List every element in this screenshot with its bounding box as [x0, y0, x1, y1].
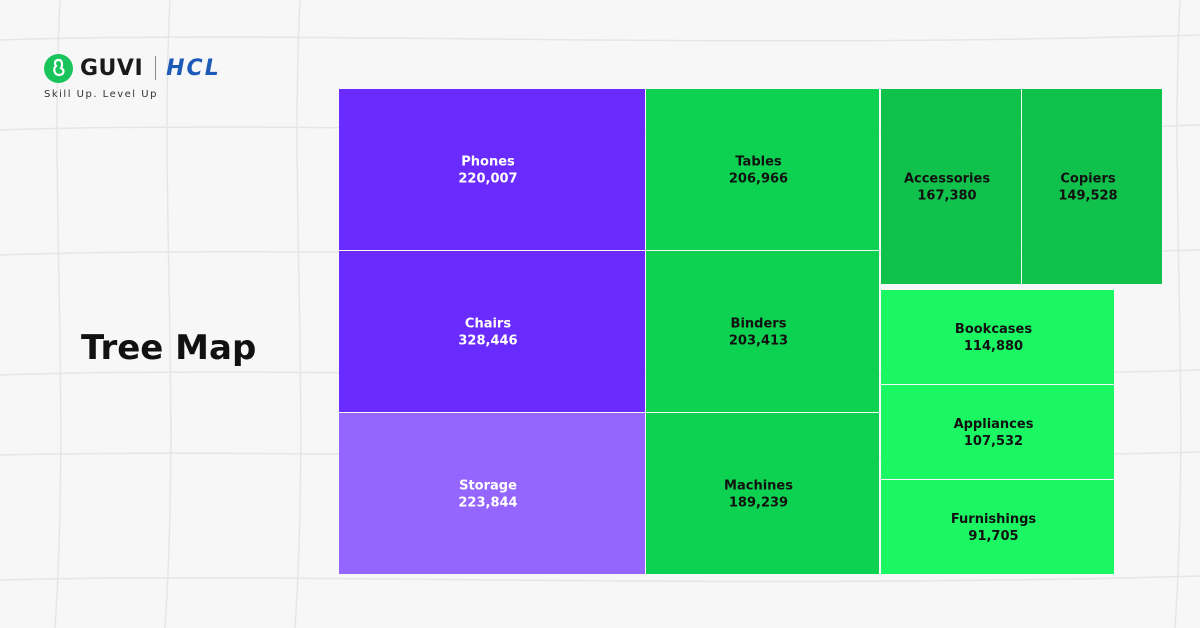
- treemap-label-tables: Tables: [735, 155, 782, 170]
- treemap-cell-copiers: Copiers 149,528: [1022, 89, 1162, 284]
- treemap-label-appliances: Appliances: [954, 417, 1034, 432]
- treemap-label-phones: Phones: [461, 155, 515, 170]
- treemap-cell-furnishings: Furnishings 91,705: [881, 480, 1114, 574]
- treemap-rect-tables: [646, 89, 879, 250]
- treemap-rect-accessories: [881, 89, 1021, 284]
- treemap-value-phones: 220,007: [458, 172, 517, 187]
- treemap-label-binders: Binders: [731, 317, 787, 332]
- treemap-rect-storage: [339, 413, 645, 574]
- treemap-value-furnishings: 91,705: [968, 529, 1018, 544]
- treemap-label-machines: Machines: [724, 479, 793, 494]
- treemap-value-tables: 206,966: [729, 172, 788, 187]
- treemap-label-copiers: Copiers: [1060, 172, 1115, 187]
- treemap-label-storage: Storage: [459, 479, 517, 494]
- treemap-cell-storage: Storage 223,844: [339, 413, 645, 574]
- treemap-cell-accessories: Accessories 167,380: [881, 89, 1021, 284]
- treemap-value-storage: 223,844: [458, 496, 517, 511]
- treemap-label-bookcases: Bookcases: [955, 322, 1032, 337]
- treemap-rect-machines: [646, 413, 879, 574]
- treemap-rect-copiers: [1022, 89, 1162, 284]
- treemap-rect-binders: [646, 251, 879, 412]
- treemap-cell-phones: Phones 220,007: [339, 89, 645, 250]
- treemap-label-furnishings: Furnishings: [951, 512, 1037, 527]
- tagline: Skill Up. Level Up: [44, 89, 158, 100]
- treemap-value-bookcases: 114,880: [964, 339, 1023, 354]
- treemap-cell-tables: Tables 206,966: [646, 89, 879, 250]
- treemap-cell-binders: Binders 203,413: [646, 251, 879, 412]
- treemap-rect-appliances: [881, 385, 1114, 479]
- treemap-rect-phones: [339, 89, 645, 250]
- treemap-value-chairs: 328,446: [458, 334, 517, 349]
- treemap-value-copiers: 149,528: [1058, 189, 1117, 204]
- page-title: Tree Map: [81, 328, 257, 368]
- treemap-label-accessories: Accessories: [904, 172, 990, 187]
- logo: GUVI HCL Skill Up. Level Up: [44, 52, 221, 100]
- treemap-rect-chairs: [339, 251, 645, 412]
- treemap-label-chairs: Chairs: [465, 317, 511, 332]
- treemap-cell-chairs: Chairs 328,446: [339, 251, 645, 412]
- logo-divider: [155, 56, 157, 80]
- treemap-cell-appliances: Appliances 107,532: [881, 385, 1114, 479]
- treemap-rect-bookcases: [881, 290, 1114, 384]
- treemap-value-appliances: 107,532: [964, 434, 1023, 449]
- guvi-brand-text: GUVI: [80, 55, 144, 81]
- treemap-value-machines: 189,239: [729, 496, 788, 511]
- hcl-brand-text: HCL: [166, 55, 221, 81]
- treemap-value-binders: 203,413: [729, 334, 788, 349]
- treemap-cell-machines: Machines 189,239: [646, 413, 879, 574]
- guvi-logo-icon: [44, 53, 73, 83]
- treemap-value-accessories: 167,380: [917, 189, 976, 204]
- treemap-rect-furnishings: [881, 480, 1114, 574]
- treemap-cell-bookcases: Bookcases 114,880: [881, 290, 1114, 384]
